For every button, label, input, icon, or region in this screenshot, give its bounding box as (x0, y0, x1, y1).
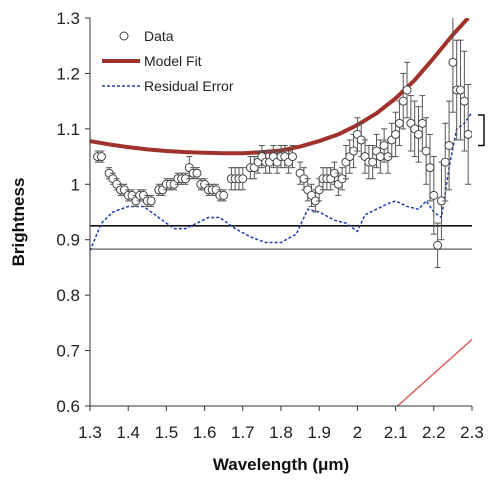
axes-group: 0.6 0.7 0.8 0.9 1 1.1 1.2 1.3 1.3 1.4 1.5 1.6 1.7 1.8… (9, 9, 484, 474)
data-point (421, 146, 431, 156)
data-series-group (93, 18, 472, 268)
data-point (219, 190, 229, 200)
x-tick-label: 2 (353, 423, 362, 442)
x-axis-title: Wavelength (μm) (213, 455, 349, 474)
data-point (429, 190, 439, 200)
x-tick-label: 2.1 (384, 423, 408, 442)
data-point (448, 57, 458, 67)
data-point (379, 140, 389, 150)
data-point (456, 85, 466, 95)
bracket-annotation (478, 114, 485, 147)
extra-line (397, 338, 472, 406)
data-point (433, 240, 443, 250)
y-tick-label: 0.7 (56, 342, 80, 361)
data-point (444, 140, 454, 150)
x-tick-label: 2.3 (460, 423, 484, 442)
legend-group: Data Model Fit Residual Error (102, 28, 234, 94)
data-point (398, 96, 408, 106)
data-point (287, 152, 297, 162)
x-tick-label: 1.6 (193, 423, 217, 442)
legend-label: Model Fit (144, 53, 202, 69)
data-point (368, 157, 378, 167)
data-point (238, 174, 248, 184)
data-point (440, 157, 450, 167)
y-tick-label: 0.9 (56, 231, 80, 250)
residual-series-group (90, 111, 472, 252)
data-point (402, 85, 412, 95)
data-point (463, 129, 472, 139)
legend-marker-data (119, 31, 129, 41)
x-tick-label: 1.9 (307, 423, 331, 442)
y-tick-label: 0.8 (56, 286, 80, 305)
legend-label: Data (144, 28, 174, 44)
x-tick-label: 1.5 (155, 423, 179, 442)
y-tick-label: 1.3 (56, 9, 80, 28)
data-point (425, 163, 435, 173)
data-point (96, 152, 106, 162)
data-point (417, 118, 427, 128)
plot-frame-group (90, 18, 472, 406)
data-point (146, 196, 156, 206)
y-axis-title: Brightness (9, 178, 28, 267)
data-point (459, 96, 469, 106)
y-tick-label: 0.6 (56, 397, 80, 416)
data-point (375, 152, 385, 162)
reference-lines-group (90, 225, 472, 250)
residual-error-line (90, 111, 472, 252)
y-tick-label: 1.1 (56, 120, 80, 139)
data-point (391, 129, 401, 139)
x-tick-label: 1.7 (231, 423, 255, 442)
data-point (414, 129, 424, 139)
data-point (192, 168, 202, 178)
y-tick-label: 1 (71, 175, 80, 194)
x-tick-label: 2.2 (422, 423, 446, 442)
x-tick-label: 1.4 (116, 423, 140, 442)
y-tick-label: 1.2 (56, 64, 80, 83)
x-tick-label: 1.8 (269, 423, 293, 442)
legend-label: Residual Error (144, 78, 234, 94)
annotation-group (478, 114, 485, 147)
data-point (394, 118, 404, 128)
extra-line-group (397, 338, 472, 406)
plot-area (90, 18, 472, 406)
x-tick-label: 1.3 (78, 423, 102, 442)
